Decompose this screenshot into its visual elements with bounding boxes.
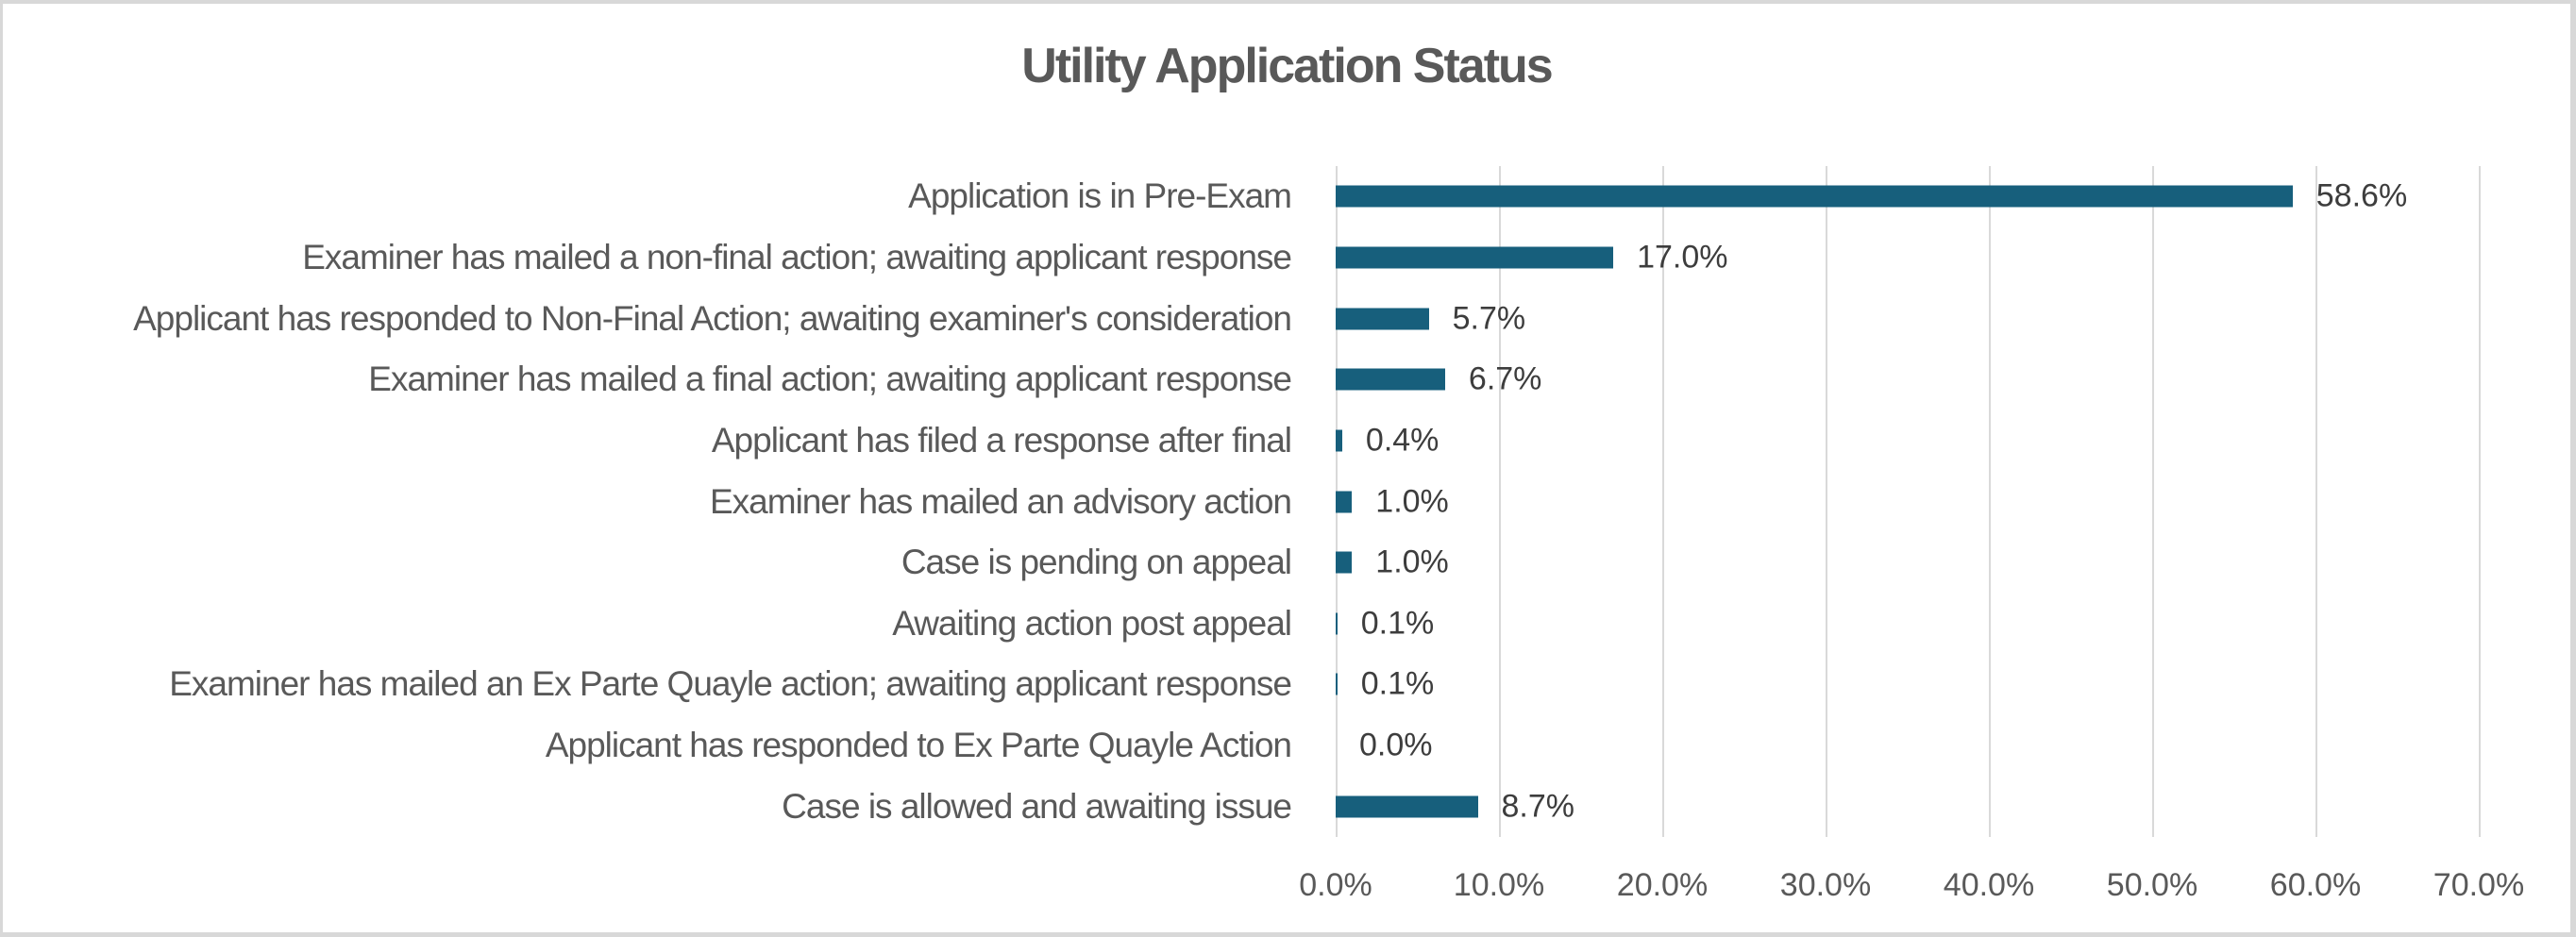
category-label: Examiner has mailed a non-final action; … bbox=[302, 237, 1292, 276]
x-axis-tick-label: 50.0% bbox=[2106, 867, 2198, 903]
gridline bbox=[1826, 166, 1827, 837]
category-label: Applicant has responded to Non-Final Act… bbox=[133, 298, 1292, 338]
x-axis-tick-label: 60.0% bbox=[2269, 867, 2362, 903]
x-axis-tick-label: 20.0% bbox=[1616, 867, 1709, 903]
gridline bbox=[1499, 166, 1501, 837]
data-label: 58.6% bbox=[2315, 177, 2408, 214]
data-label: 1.0% bbox=[1375, 544, 1449, 580]
data-label: 5.7% bbox=[1452, 300, 1526, 337]
bar bbox=[1336, 612, 1338, 635]
x-axis-tick-label: 40.0% bbox=[1943, 867, 2035, 903]
bar bbox=[1336, 368, 1445, 391]
bar bbox=[1336, 795, 1478, 818]
x-axis-tick-label: 30.0% bbox=[1779, 867, 1872, 903]
bar bbox=[1336, 308, 1429, 330]
category-label: Application is in Pre-Exam bbox=[908, 176, 1292, 216]
bar bbox=[1336, 429, 1342, 452]
data-label: 1.0% bbox=[1375, 483, 1449, 519]
chart-title: Utility Application Status bbox=[1021, 39, 1553, 93]
gridline bbox=[1989, 166, 1991, 837]
category-label: Examiner has mailed an Ex Parte Quayle a… bbox=[169, 664, 1292, 704]
data-label: 8.7% bbox=[1501, 788, 1575, 825]
data-label: 6.7% bbox=[1468, 360, 1542, 397]
category-label: Case is allowed and awaiting issue bbox=[782, 786, 1292, 826]
bar bbox=[1336, 673, 1338, 695]
x-axis-tick-label: 70.0% bbox=[2433, 867, 2525, 903]
gridline bbox=[2315, 166, 2317, 837]
category-label: Examiner has mailed a final action; awai… bbox=[368, 360, 1292, 399]
data-label: 17.0% bbox=[1637, 239, 1728, 276]
category-label: Applicant has filed a response after fin… bbox=[711, 420, 1292, 460]
data-label: 0.0% bbox=[1359, 727, 1433, 763]
data-label: 0.1% bbox=[1360, 605, 1435, 642]
data-label: 0.1% bbox=[1360, 665, 1435, 702]
bar bbox=[1336, 551, 1353, 574]
gridline bbox=[2479, 166, 2481, 837]
gridline bbox=[2152, 166, 2154, 837]
x-axis-tick-label: 0.0% bbox=[1299, 867, 1372, 903]
category-label: Applicant has responded to Ex Parte Quay… bbox=[545, 726, 1292, 765]
bar bbox=[1336, 246, 1614, 269]
category-label: Awaiting action post appeal bbox=[892, 603, 1292, 643]
x-axis-tick-label: 10.0% bbox=[1453, 867, 1545, 903]
bar bbox=[1336, 185, 2293, 208]
category-label: Examiner has mailed an advisory action bbox=[710, 481, 1292, 521]
category-label: Case is pending on appeal bbox=[901, 543, 1292, 582]
bar bbox=[1336, 491, 1353, 512]
gridline bbox=[1662, 166, 1664, 837]
data-label: 0.4% bbox=[1365, 422, 1440, 459]
